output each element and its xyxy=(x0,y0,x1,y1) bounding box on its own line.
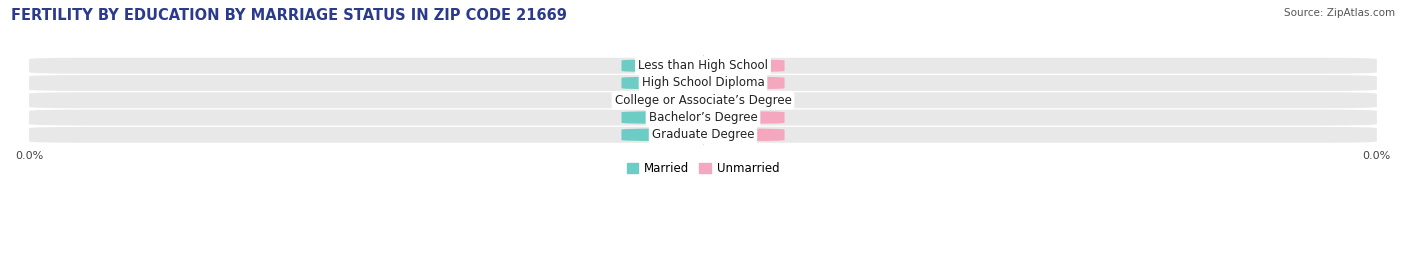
Text: High School Diploma: High School Diploma xyxy=(641,76,765,90)
Text: Less than High School: Less than High School xyxy=(638,59,768,72)
FancyBboxPatch shape xyxy=(621,111,703,124)
FancyBboxPatch shape xyxy=(703,111,785,124)
Text: 0.0%: 0.0% xyxy=(648,78,678,88)
Text: 0.0%: 0.0% xyxy=(648,130,678,140)
FancyBboxPatch shape xyxy=(30,109,1376,125)
FancyBboxPatch shape xyxy=(621,77,703,89)
FancyBboxPatch shape xyxy=(621,129,703,141)
Text: 0.0%: 0.0% xyxy=(728,78,758,88)
FancyBboxPatch shape xyxy=(30,127,1376,143)
FancyBboxPatch shape xyxy=(621,59,703,72)
Text: 0.0%: 0.0% xyxy=(648,112,678,123)
FancyBboxPatch shape xyxy=(703,77,785,89)
Text: Bachelor’s Degree: Bachelor’s Degree xyxy=(648,111,758,124)
FancyBboxPatch shape xyxy=(703,94,785,107)
Text: FERTILITY BY EDUCATION BY MARRIAGE STATUS IN ZIP CODE 21669: FERTILITY BY EDUCATION BY MARRIAGE STATU… xyxy=(11,8,567,23)
Text: 0.0%: 0.0% xyxy=(728,95,758,105)
Text: 0.0%: 0.0% xyxy=(728,130,758,140)
Text: 0.0%: 0.0% xyxy=(728,61,758,71)
FancyBboxPatch shape xyxy=(30,75,1376,91)
Text: 0.0%: 0.0% xyxy=(648,95,678,105)
Text: Graduate Degree: Graduate Degree xyxy=(652,128,754,141)
Text: Source: ZipAtlas.com: Source: ZipAtlas.com xyxy=(1284,8,1395,18)
FancyBboxPatch shape xyxy=(30,58,1376,74)
FancyBboxPatch shape xyxy=(621,94,703,107)
FancyBboxPatch shape xyxy=(703,129,785,141)
Legend: Married, Unmarried: Married, Unmarried xyxy=(621,157,785,180)
Text: 0.0%: 0.0% xyxy=(728,112,758,123)
FancyBboxPatch shape xyxy=(30,92,1376,108)
Text: 0.0%: 0.0% xyxy=(648,61,678,71)
FancyBboxPatch shape xyxy=(703,59,785,72)
Text: College or Associate’s Degree: College or Associate’s Degree xyxy=(614,94,792,107)
